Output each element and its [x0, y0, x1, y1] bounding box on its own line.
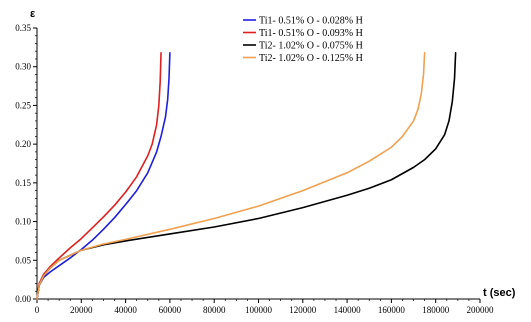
y-tick-label: 0.15: [15, 178, 31, 188]
legend-label: Ti2- 1.02% O - 0.075% H: [259, 41, 363, 52]
x-tick-label: 80000: [203, 305, 226, 315]
x-tick-label: 140000: [334, 305, 362, 315]
y-tick-label: 0.10: [15, 217, 31, 227]
x-axis-label: t (sec): [483, 287, 516, 299]
y-tick-label: 0.25: [15, 100, 31, 110]
y-tick-label: 0.05: [15, 255, 31, 265]
y-tick-label: 0.20: [15, 139, 31, 149]
x-tick-label: 180000: [422, 305, 450, 315]
legend-item: Ti2- 1.02% O - 0.075% H: [243, 41, 363, 52]
legend-item: Ti1- 0.51% O - 0.028% H: [243, 16, 363, 27]
x-tick-label: 100000: [245, 305, 273, 315]
y-axis: 0.00 0.05 0.10 0.15 0.20 0.25 0.30 0.35 ε: [15, 8, 38, 304]
x-axis: 0 20000 40000 60000 80000 100000 120000 140000 1…: [35, 287, 516, 315]
y-tick-label: 0.30: [15, 62, 31, 72]
series-layer: [36, 51, 457, 300]
x-tick-label: 120000: [289, 305, 317, 315]
series-line-1: [36, 51, 171, 300]
legend-item: Ti2- 1.02% O - 0.125% H: [243, 53, 363, 64]
x-tick-label: 200000: [467, 305, 495, 315]
x-tick-label: 20000: [70, 305, 93, 315]
x-tick-label: 160000: [378, 305, 406, 315]
legend-item: Ti1- 0.51% O - 0.093% H: [243, 28, 363, 39]
series-line-3: [36, 51, 457, 300]
y-tick-label: 0.35: [15, 23, 31, 33]
legend-label: Ti1- 0.51% O - 0.093% H: [259, 28, 363, 39]
y-axis-label: ε: [30, 8, 36, 20]
series-line-4: [36, 51, 426, 300]
legend-label: Ti1- 0.51% O - 0.028% H: [259, 16, 363, 27]
series-line-2: [36, 51, 162, 300]
y-tick-label: 0.00: [15, 294, 31, 304]
x-tick-label: 60000: [159, 305, 182, 315]
legend-label: Ti2- 1.02% O - 0.125% H: [259, 53, 363, 64]
x-tick-label: 0: [35, 305, 40, 315]
x-tick-label: 40000: [114, 305, 137, 315]
